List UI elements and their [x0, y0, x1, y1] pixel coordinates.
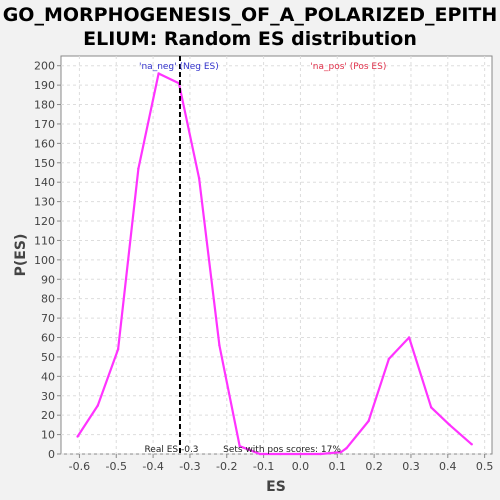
x-tick-label: -0.5	[106, 460, 127, 473]
y-axis-label: P(ES)	[13, 234, 29, 277]
x-tick-label: -0.6	[69, 460, 90, 473]
data-point	[345, 446, 348, 450]
y-tick-label: 0	[48, 448, 55, 461]
plot-area	[60, 55, 493, 455]
x-tick-label: 0.4	[439, 460, 457, 473]
y-tick-label: 80	[41, 293, 55, 306]
x-tick-label: 0.2	[365, 460, 383, 473]
y-tick-label: 20	[41, 409, 55, 422]
chart-title-line2: ELIUM: Random ES distribution	[83, 28, 417, 50]
data-point	[197, 177, 201, 180]
real-es-label: Real ES -0.3	[144, 445, 198, 455]
data-point	[387, 357, 391, 361]
axis-ticks: 0 10 20 30 40 50 60 70 80 90 100 110 120 130 140 150 160…	[34, 60, 493, 473]
y-tick-label: 120	[34, 215, 55, 228]
y-tick-label: 170	[34, 118, 55, 131]
data-point	[367, 419, 370, 423]
data-point	[116, 347, 120, 351]
data-point	[238, 445, 241, 448]
y-tick-label: 140	[34, 176, 55, 189]
data-point	[407, 336, 411, 339]
data-point	[299, 452, 302, 456]
grid	[61, 56, 492, 455]
y-tick-label: 50	[41, 351, 55, 364]
x-tick-label: 0.0	[292, 460, 310, 473]
y-tick-label: 10	[41, 429, 55, 442]
chart-title-line1: GO_MORPHOGENESIS_OF_A_POLARIZED_EPITH	[3, 4, 498, 26]
y-tick-label: 30	[41, 390, 55, 403]
neg-es-label: 'na_neg' (Neg ES)	[139, 62, 219, 72]
y-tick-label: 60	[41, 332, 55, 345]
x-tick-label: -0.3	[179, 460, 200, 473]
y-tick-label: 200	[34, 60, 55, 73]
pos-es-label: 'na_pos' (Pos ES)	[310, 62, 386, 72]
y-tick-label: 70	[41, 312, 55, 325]
data-point	[96, 404, 100, 407]
x-tick-label: -0.2	[216, 460, 237, 473]
y-tick-label: 180	[34, 99, 55, 112]
x-tick-label: 0.5	[476, 460, 494, 473]
sets-with-pos-scores-label: Sets with pos scores: 17%	[223, 445, 341, 455]
y-tick-label: 160	[34, 137, 55, 150]
y-tick-label: 90	[41, 273, 55, 286]
y-tick-label: 150	[34, 157, 55, 170]
y-tick-label: 190	[34, 79, 55, 92]
data-point	[157, 72, 160, 75]
data-point	[218, 344, 221, 347]
y-tick-label: 100	[34, 254, 55, 267]
x-tick-label: 0.1	[329, 460, 347, 473]
data-point	[278, 452, 282, 456]
data-point	[448, 423, 451, 427]
y-tick-label: 40	[41, 370, 55, 383]
x-tick-label: -0.4	[142, 460, 163, 473]
data-point	[137, 167, 140, 170]
data-point	[430, 406, 433, 409]
data-point	[258, 452, 262, 456]
y-tick-label: 110	[34, 234, 55, 247]
data-point	[470, 443, 473, 446]
y-tick-label: 130	[34, 196, 55, 209]
x-axis-label: ES	[266, 479, 286, 495]
x-tick-label: -0.1	[253, 460, 274, 473]
x-tick-label: 0.3	[402, 460, 420, 473]
series-layer	[76, 72, 473, 456]
data-point	[319, 452, 322, 456]
data-point	[76, 435, 79, 438]
data-point	[339, 450, 343, 454]
